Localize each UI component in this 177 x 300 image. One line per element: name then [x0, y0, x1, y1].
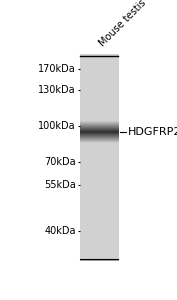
Text: 70kDa: 70kDa	[44, 157, 76, 167]
FancyBboxPatch shape	[80, 55, 118, 260]
Text: Mouse testis: Mouse testis	[97, 0, 148, 49]
Text: 170kDa: 170kDa	[38, 64, 76, 74]
Text: 130kDa: 130kDa	[38, 85, 76, 95]
Text: HDGFRP2: HDGFRP2	[128, 127, 177, 137]
Text: 40kDa: 40kDa	[44, 226, 76, 236]
Text: 55kDa: 55kDa	[44, 180, 76, 190]
Text: 100kDa: 100kDa	[38, 121, 76, 131]
